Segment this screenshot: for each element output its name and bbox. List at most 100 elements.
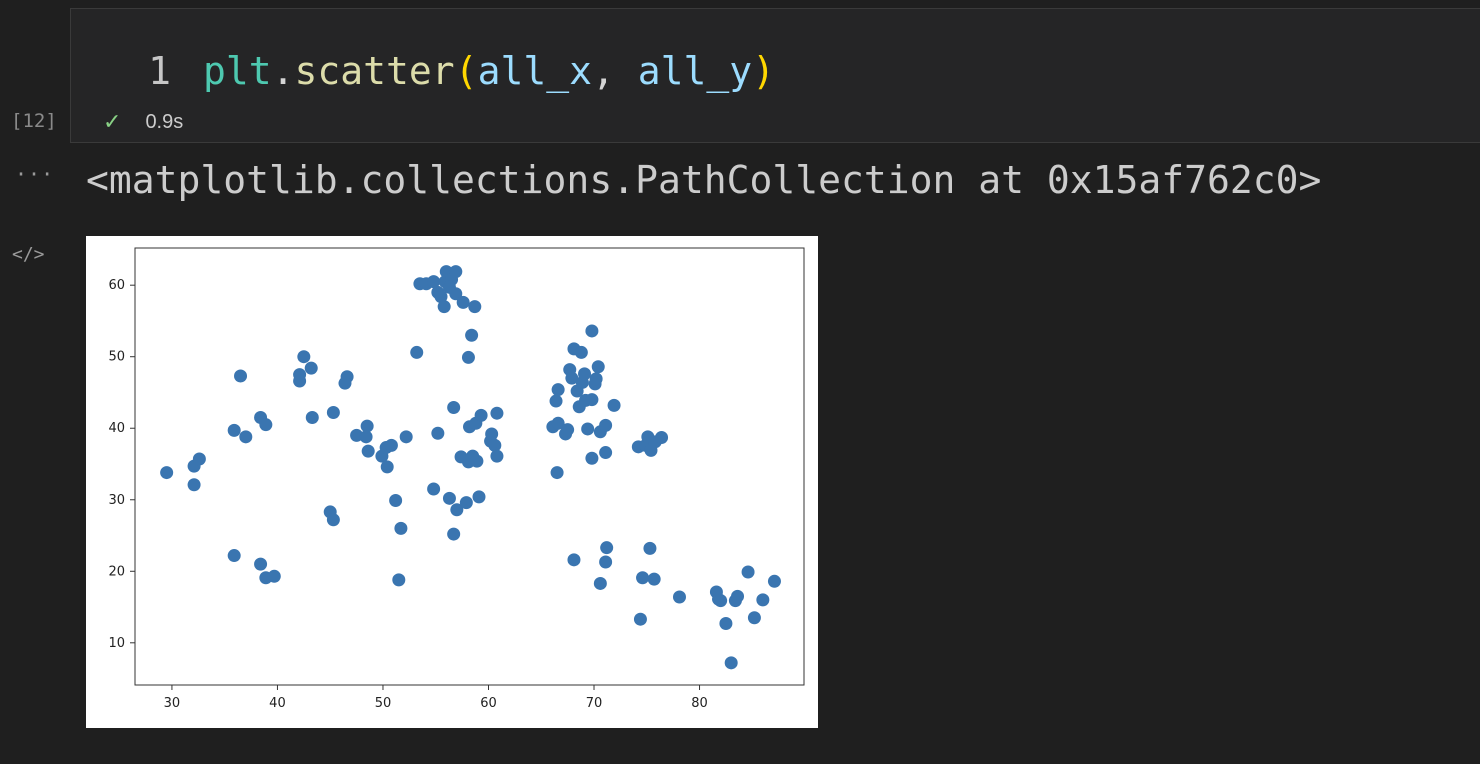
token-close-paren: ): [752, 49, 776, 93]
scatter-point: [360, 419, 374, 433]
execution-count: [12]: [11, 110, 57, 132]
check-icon: ✓: [103, 109, 122, 135]
scatter-point: [731, 589, 745, 603]
scatter-point: [488, 438, 502, 452]
scatter-point: [578, 367, 592, 381]
ellipsis-icon[interactable]: ···: [15, 162, 55, 186]
scatter-point: [187, 478, 201, 492]
y-axis: 10 20 30 40 50 60: [108, 278, 135, 651]
token-module: plt: [203, 49, 272, 93]
scatter-point: [434, 290, 448, 304]
scatter-point: [485, 427, 499, 441]
scatter-point: [304, 361, 318, 375]
scatter-point: [459, 496, 473, 510]
scatter-point: [447, 527, 461, 541]
scatter-point: [741, 565, 755, 579]
scatter-point: [431, 426, 445, 440]
scatter-point: [359, 430, 373, 444]
scatter-point: [326, 406, 340, 420]
code-cell-editor[interactable]: 1 plt.scatter(all_x, all_y) ✓ 0.9s: [70, 8, 1480, 143]
scatter-point: [647, 572, 661, 586]
scatter-point: [394, 521, 408, 535]
scatter-point: [447, 400, 461, 414]
scatter-point: [714, 594, 728, 608]
x-tick-label: 50: [375, 696, 392, 711]
x-tick-label: 30: [164, 696, 181, 711]
token-arg-y: all_y: [637, 49, 753, 93]
scatter-point: [636, 571, 650, 585]
scatter-point: [581, 422, 595, 436]
scatter-point: [437, 300, 451, 314]
token-arg-x: all_x: [477, 49, 592, 93]
scatter-point: [550, 466, 564, 480]
scatter-point: [461, 350, 475, 364]
x-axis: 30 40 50 60 70 80: [164, 685, 708, 711]
scatter-point: [490, 449, 504, 463]
scatter-point: [599, 555, 613, 569]
scatter-point: [490, 406, 504, 420]
scatter-point: [655, 431, 669, 445]
scatter-point: [633, 612, 647, 626]
token-comma: ,: [591, 49, 638, 93]
x-tick-label: 60: [480, 696, 497, 711]
scatter-point: [239, 430, 253, 444]
scatter-point: [724, 656, 738, 670]
execution-status: ✓ 0.9s: [103, 107, 183, 137]
scatter-point: [719, 616, 733, 630]
scatter-point: [456, 295, 470, 309]
scatter-point: [599, 418, 613, 432]
scatter-point: [549, 394, 563, 408]
scatter-point: [234, 369, 248, 383]
scatter-point: [607, 398, 621, 412]
y-tick-label: 20: [108, 564, 125, 579]
scatter-point: [259, 418, 273, 432]
scatter-point: [389, 493, 403, 507]
scatter-point: [350, 428, 364, 442]
line-number: 1: [148, 49, 171, 93]
scatter-point: [297, 350, 311, 364]
scatter-point: [293, 374, 307, 388]
scatter-point: [338, 376, 352, 390]
scatter-point: [392, 573, 406, 587]
scatter-point: [449, 287, 463, 301]
scatter-point: [326, 513, 340, 527]
scatter-point: [449, 265, 463, 279]
scatter-point: [756, 593, 770, 607]
x-tick-label: 70: [586, 696, 603, 711]
scatter-point: [380, 460, 394, 474]
scatter-point: [574, 345, 588, 359]
scatter-point: [561, 423, 575, 437]
plot-frame: [134, 247, 805, 686]
scatter-point: [384, 438, 398, 452]
scatter-point: [589, 372, 603, 386]
scatter-point: [254, 557, 268, 571]
code-brackets-icon[interactable]: </>: [12, 244, 45, 265]
y-tick-label: 40: [108, 421, 125, 436]
scatter-point: [192, 452, 206, 466]
scatter-point: [427, 275, 441, 289]
scatter-point: [643, 541, 657, 555]
code-text[interactable]: plt.scatter(all_x, all_y): [203, 49, 775, 93]
scatter-point: [361, 444, 375, 458]
scatter-chart: 30 40 50 60 70 80 10 20 30 40 50 60: [108, 247, 805, 711]
scatter-point: [585, 324, 599, 338]
scatter-points: [160, 265, 781, 670]
scatter-plot-output: 30 40 50 60 70 80 10 20 30 40 50 60: [86, 236, 818, 728]
scatter-point: [450, 503, 464, 517]
scatter-point: [410, 345, 424, 359]
scatter-point: [305, 411, 319, 425]
scatter-point: [591, 360, 605, 374]
y-tick-label: 50: [108, 350, 125, 365]
token-dot: .: [271, 49, 295, 93]
code-line[interactable]: 1 plt.scatter(all_x, all_y): [71, 43, 775, 99]
scatter-point: [468, 300, 482, 314]
execution-duration: 0.9s: [145, 110, 184, 133]
scatter-point: [227, 423, 241, 437]
scatter-point: [472, 490, 486, 504]
scatter-point: [551, 416, 565, 430]
scatter-point: [565, 371, 579, 385]
scatter-point: [585, 393, 599, 407]
scatter-point: [767, 574, 781, 588]
scatter-point: [551, 383, 565, 397]
y-tick-label: 30: [108, 493, 125, 508]
